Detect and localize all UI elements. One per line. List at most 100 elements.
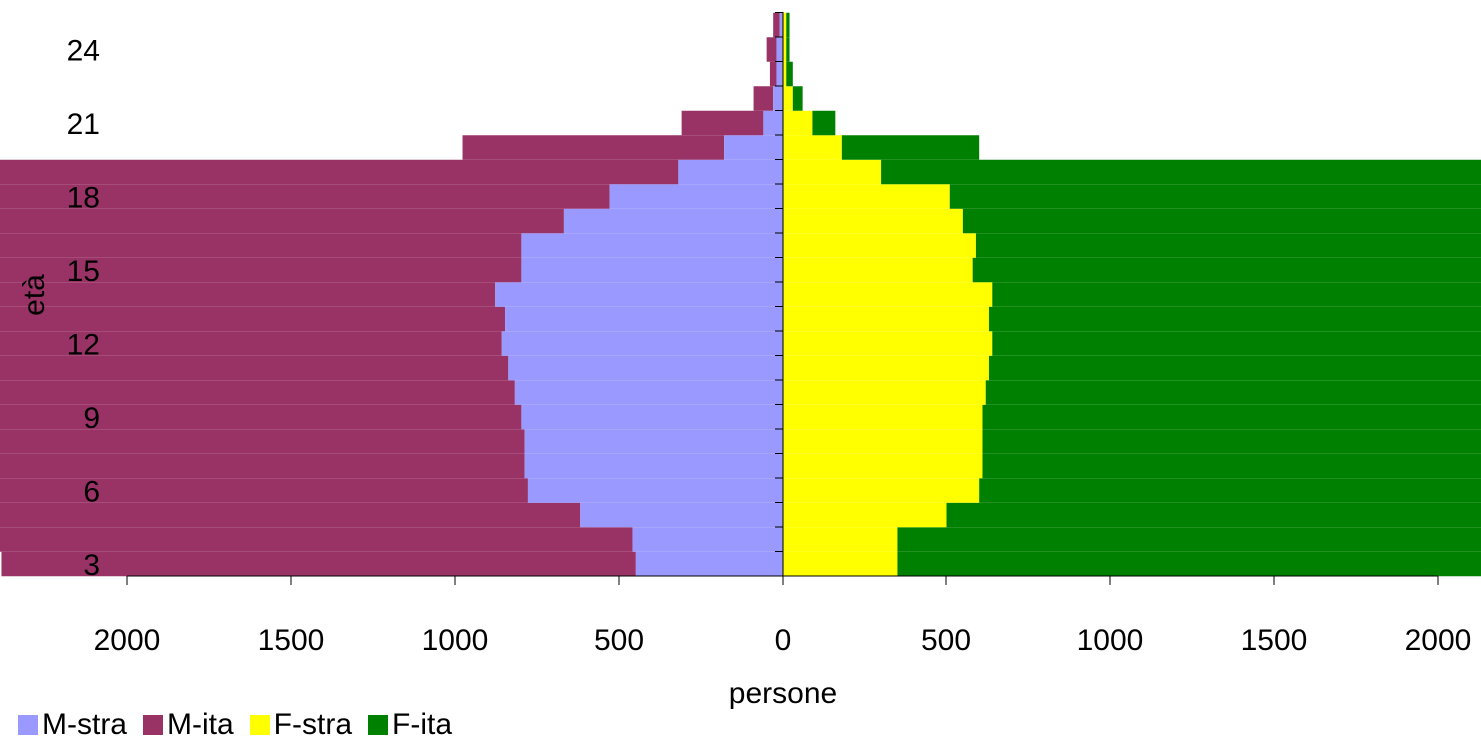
bar-m-stra-age-15: [521, 257, 783, 283]
bar-m-stra-age-10: [514, 380, 783, 405]
bar-m-stra-age-9: [521, 404, 783, 430]
y-axis-title: età: [18, 274, 51, 316]
bar-m-stra-age-20: [724, 135, 783, 160]
y-tick-label: 3: [83, 549, 100, 582]
bar-f-stra-age-3: [783, 551, 898, 577]
bar-m-ita-age-13: [0, 306, 506, 332]
x-tick-labels: 2000 1500 1000 500 0 500 1000 1500 2000: [94, 624, 1472, 657]
bar-f-stra-age-5: [783, 502, 947, 528]
bar-f-stra-age-24: [783, 37, 787, 62]
y-tick-label: 24: [67, 35, 100, 68]
bar-m-ita-age-10: [0, 380, 515, 405]
bar-m-stra-age-21: [763, 110, 783, 136]
bar-m-stra-age-23: [776, 61, 783, 87]
bar-f-ita-age-25: [786, 12, 790, 38]
x-tick-label: 500: [921, 624, 971, 657]
bar-m-ita-age-22: [753, 86, 774, 111]
bar-f-ita-age-7: [982, 453, 1481, 479]
y-tick-labels: 3 6 9 12 15 18 21 24: [67, 35, 100, 583]
legend-label: M-ita: [167, 708, 234, 741]
bar-m-ita-age-20: [462, 135, 725, 160]
bar-m-stra-age-6: [527, 478, 783, 503]
bar-m-ita-age-6: [0, 478, 528, 503]
bar-m-stra-age-16: [521, 233, 783, 258]
bar-f-stra-age-11: [783, 355, 990, 381]
bar-f-stra-age-7: [783, 453, 983, 479]
bar-f-stra-age-6: [783, 478, 980, 503]
bar-m-ita-age-12: [0, 331, 502, 356]
bars-layer: [0, 12, 1481, 577]
bar-f-stra-age-15: [783, 257, 973, 283]
bar-m-ita-age-16: [0, 233, 522, 258]
bar-m-ita-age-14: [0, 282, 496, 307]
bar-f-stra-age-13: [783, 306, 990, 332]
legend-item: F-stra: [249, 708, 352, 742]
x-tick-label: 2000: [1405, 624, 1472, 657]
bar-f-stra-age-17: [783, 208, 963, 234]
bar-f-ita-age-8: [982, 429, 1481, 454]
bar-f-ita-age-11: [989, 355, 1481, 381]
bar-f-stra-age-12: [783, 331, 993, 356]
bar-f-stra-age-21: [783, 110, 813, 136]
bar-m-stra-age-4: [632, 527, 783, 552]
bar-m-ita-age-24: [766, 37, 777, 62]
legend-item: F-ita: [368, 708, 452, 742]
bar-f-ita-age-15: [972, 257, 1481, 283]
bar-m-ita-age-8: [0, 429, 525, 454]
x-tick-label: 1000: [422, 624, 489, 657]
bar-m-stra-age-3: [635, 551, 783, 577]
bar-f-ita-age-21: [812, 110, 836, 136]
bar-f-stra-age-23: [783, 61, 787, 87]
bar-f-ita-age-9: [982, 404, 1481, 430]
y-tick-label: 9: [83, 402, 100, 435]
x-tick-label: 1500: [1241, 624, 1308, 657]
bar-m-stra-age-18: [609, 184, 783, 209]
bar-m-stra-age-8: [524, 429, 783, 454]
bar-f-ita-age-13: [989, 306, 1481, 332]
bar-m-ita-age-18: [0, 184, 610, 209]
x-tick-label: 1000: [1077, 624, 1144, 657]
x-tick-label: 2000: [94, 624, 161, 657]
y-tick-label: 18: [67, 182, 100, 215]
legend-swatch: [368, 715, 388, 735]
bar-m-ita-age-9: [0, 404, 522, 430]
axes-layer: [126, 12, 1439, 585]
bar-f-ita-age-18: [949, 184, 1481, 209]
bar-m-stra-age-19: [678, 159, 783, 185]
bar-m-stra-age-11: [508, 355, 783, 381]
bar-f-ita-age-16: [975, 233, 1481, 258]
bar-m-ita-age-21: [681, 110, 764, 136]
y-tick-label: 12: [67, 329, 100, 362]
bar-f-stra-age-22: [783, 86, 793, 111]
legend: M-stra M-ita F-stra F-ita: [18, 708, 468, 742]
legend-item: M-stra: [18, 708, 127, 742]
bar-f-ita-age-4: [897, 527, 1481, 552]
bar-f-ita-age-23: [786, 61, 793, 87]
bar-m-ita-age-11: [0, 355, 509, 381]
legend-label: M-stra: [42, 708, 127, 741]
legend-label: F-stra: [273, 708, 352, 741]
y-tick-label: 15: [67, 255, 100, 288]
bar-f-stra-age-8: [783, 429, 983, 454]
bar-m-ita-age-23: [769, 61, 777, 87]
bar-f-stra-age-19: [783, 159, 882, 185]
bar-m-stra-age-7: [524, 453, 783, 479]
bar-f-ita-age-6: [979, 478, 1481, 503]
x-axis-title: persone: [729, 677, 837, 710]
bar-f-ita-age-20: [841, 135, 980, 160]
legend-item: M-ita: [143, 708, 234, 742]
bar-f-ita-age-10: [985, 380, 1481, 405]
bar-m-ita-age-19: [0, 159, 679, 185]
bar-m-stra-age-25: [779, 12, 783, 38]
bar-f-stra-age-25: [783, 12, 787, 38]
bar-f-stra-age-20: [783, 135, 842, 160]
bar-f-stra-age-4: [783, 527, 898, 552]
bar-m-stra-age-5: [580, 502, 783, 528]
bar-m-stra-age-17: [563, 208, 783, 234]
bar-f-ita-age-19: [881, 159, 1481, 185]
legend-swatch: [18, 715, 38, 735]
bar-f-ita-age-12: [992, 331, 1481, 356]
bar-m-ita-age-15: [0, 257, 522, 283]
y-tick-label: 6: [83, 476, 100, 509]
